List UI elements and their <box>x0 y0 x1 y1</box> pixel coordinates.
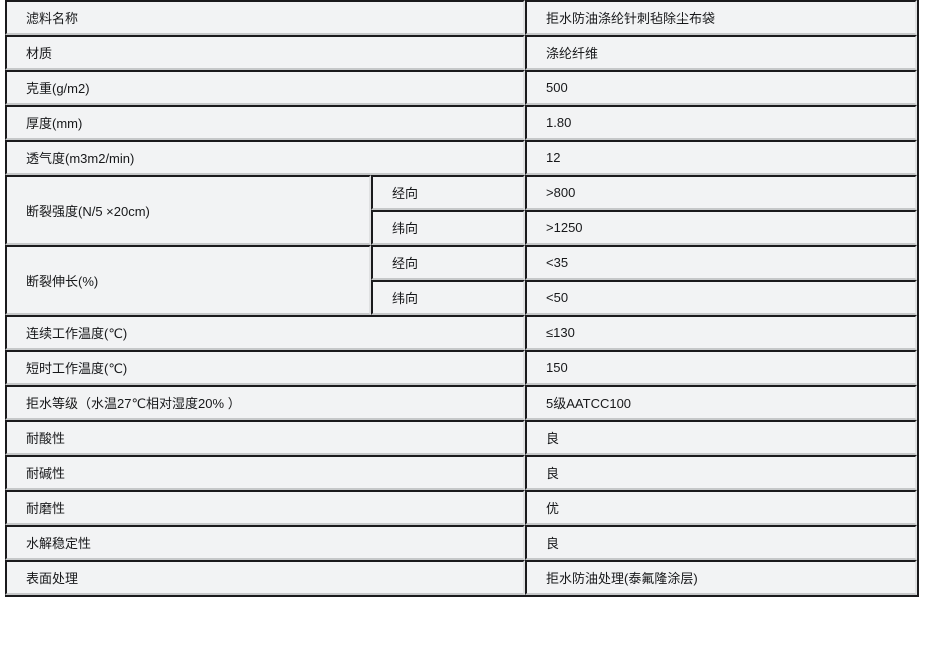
value-cell: >800 <box>525 175 918 210</box>
value-cell: 500 <box>525 70 918 105</box>
label-cell: 表面处理 <box>5 560 526 595</box>
filter-spec-table: 滤料名称 拒水防油涤纶针刺毡除尘布袋 材质 涤纶纤维 克重(g/m2) 500 … <box>5 0 920 597</box>
row-surface-treatment: 表面处理 拒水防油处理(泰氟隆涂层) <box>5 560 918 595</box>
label-cell: 滤料名称 <box>5 0 526 35</box>
value-cell: 150 <box>525 350 918 385</box>
value-cell: 12 <box>525 140 918 175</box>
row-thickness: 厚度(mm) 1.80 <box>5 105 918 140</box>
direction-cell: 经向 <box>371 245 526 280</box>
row-breaking-strength-warp: 断裂强度(N/5 ×20cm) 经向 >800 <box>5 175 918 245</box>
row-water-repellency-grade: 拒水等级（水温27℃相对湿度20% ） 5级AATCC100 <box>5 385 918 420</box>
row-continuous-working-temp: 连续工作温度(℃) ≤130 <box>5 315 918 350</box>
label-cell: 耐碱性 <box>5 455 526 490</box>
row-weight: 克重(g/m2) 500 <box>5 70 918 105</box>
direction-cell: 纬向 <box>371 210 526 245</box>
value-cell: 5级AATCC100 <box>525 385 918 420</box>
row-hydrolysis-stability: 水解稳定性 良 <box>5 525 918 560</box>
value-cell: 拒水防油处理(泰氟隆涂层) <box>525 560 918 595</box>
value-cell: 良 <box>525 455 918 490</box>
row-alkali-resistance: 耐碱性 良 <box>5 455 918 490</box>
value-cell: 良 <box>525 525 918 560</box>
value-cell: 拒水防油涤纶针刺毡除尘布袋 <box>525 0 918 35</box>
label-cell: 克重(g/m2) <box>5 70 526 105</box>
filter-spec-sheet: 滤料名称 拒水防油涤纶针刺毡除尘布袋 材质 涤纶纤维 克重(g/m2) 500 … <box>5 0 929 597</box>
direction-cell: 经向 <box>371 175 526 210</box>
label-cell: 断裂强度(N/5 ×20cm) <box>5 175 371 245</box>
row-air-permeability: 透气度(m3m2/min) 12 <box>5 140 918 175</box>
value-cell: <35 <box>525 245 918 280</box>
row-material: 材质 涤纶纤维 <box>5 35 918 70</box>
label-cell: 拒水等级（水温27℃相对湿度20% ） <box>5 385 526 420</box>
value-cell: 良 <box>525 420 918 455</box>
value-cell: >1250 <box>525 210 918 245</box>
value-cell: 优 <box>525 490 918 525</box>
value-cell: <50 <box>525 280 918 315</box>
row-short-term-working-temp: 短时工作温度(℃) 150 <box>5 350 918 385</box>
value-cell: 1.80 <box>525 105 918 140</box>
label-cell: 连续工作温度(℃) <box>5 315 526 350</box>
row-acid-resistance: 耐酸性 良 <box>5 420 918 455</box>
label-cell: 耐磨性 <box>5 490 526 525</box>
label-cell: 厚度(mm) <box>5 105 526 140</box>
row-breaking-elongation-weft: 纬向 <50 <box>5 280 918 315</box>
label-cell: 断裂伸长(%) <box>5 245 371 315</box>
label-cell: 透气度(m3m2/min) <box>5 140 526 175</box>
label-cell: 水解稳定性 <box>5 525 526 560</box>
row-filter-name: 滤料名称 拒水防油涤纶针刺毡除尘布袋 <box>5 0 918 35</box>
label-cell: 材质 <box>5 35 526 70</box>
row-breaking-strength-weft: 纬向 >1250 <box>5 210 918 245</box>
label-cell: 短时工作温度(℃) <box>5 350 526 385</box>
value-cell: 涤纶纤维 <box>525 35 918 70</box>
direction-cell: 纬向 <box>371 280 526 315</box>
row-breaking-elongation-warp: 断裂伸长(%) 经向 <35 <box>5 245 918 315</box>
row-abrasion-resistance: 耐磨性 优 <box>5 490 918 525</box>
value-cell: ≤130 <box>525 315 918 350</box>
label-cell: 耐酸性 <box>5 420 526 455</box>
